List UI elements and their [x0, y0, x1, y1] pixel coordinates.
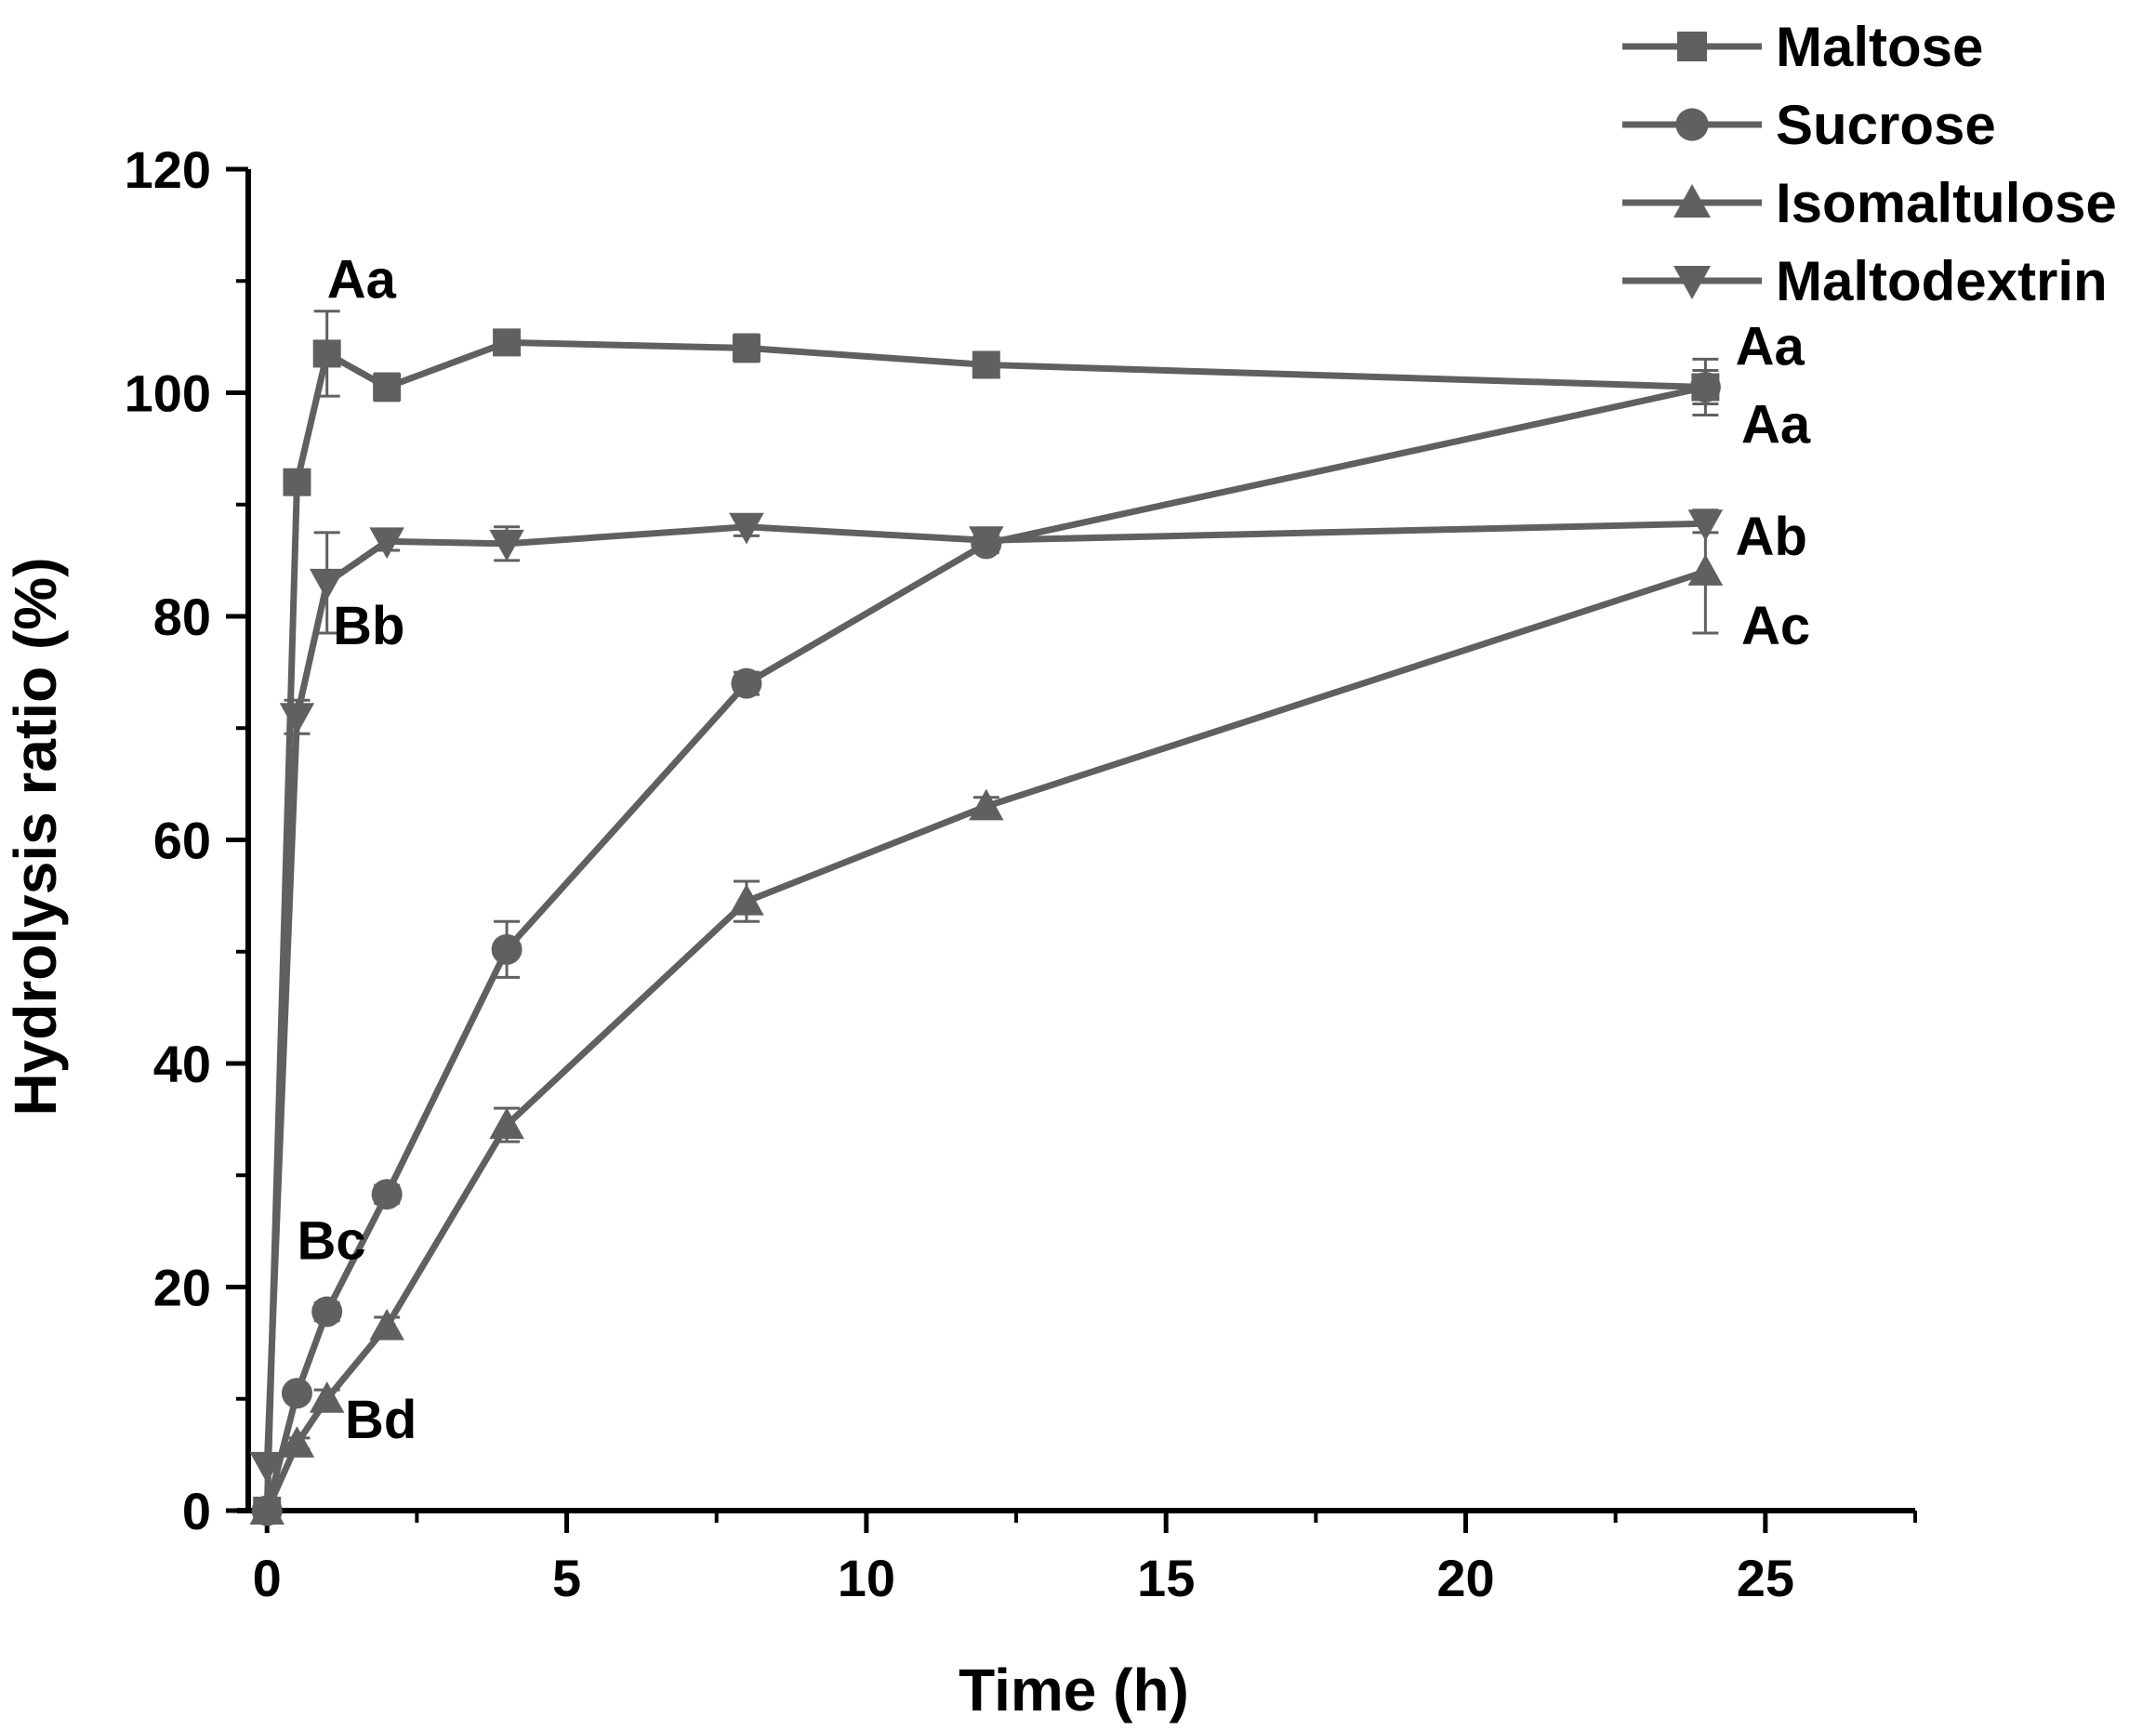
legend-marker-maltose	[1677, 32, 1707, 61]
y-axis-title: Hydrolysis ratio (%)	[2, 557, 69, 1116]
data-point-maltose	[972, 350, 1000, 379]
data-point-isomaltulose	[969, 788, 1004, 821]
y-tick-label: 40	[153, 1035, 211, 1093]
legend-item-maltodextrin: Maltodextrin	[1622, 250, 2108, 312]
data-point-maltodextrin	[489, 529, 524, 561]
data-point-maltose	[283, 468, 311, 496]
y-tick-label: 120	[125, 140, 211, 199]
x-tick-label: 0	[253, 1549, 282, 1607]
data-point-maltodextrin	[729, 512, 764, 545]
legend-label-maltodextrin: Maltodextrin	[1776, 250, 2108, 312]
x-tick-label: 25	[1737, 1549, 1794, 1607]
significance-label: Bc	[297, 1210, 365, 1271]
significance-label: Aa	[1736, 316, 1805, 376]
data-point-isomaltulose	[489, 1107, 524, 1140]
significance-label: Aa	[1741, 395, 1811, 456]
x-tick-label: 10	[838, 1549, 895, 1607]
legend-label-isomaltulose: Isomaltulose	[1776, 172, 2117, 234]
data-point-sucrose	[281, 1378, 312, 1409]
legend-item-sucrose: Sucrose	[1622, 94, 1996, 156]
significance-label: Ab	[1736, 507, 1807, 567]
series-line-maltodextrin	[263, 520, 1706, 1467]
data-point-maltodextrin	[279, 703, 315, 734]
series-isomaltulose	[249, 508, 1724, 1525]
data-point-isomaltulose	[309, 1381, 345, 1413]
significance-label: Ac	[1741, 596, 1810, 656]
data-point-sucrose	[371, 1179, 403, 1210]
series-line-maltose	[263, 338, 1706, 1512]
series-maltodextrin	[249, 509, 1724, 1484]
legend-item-isomaltulose: Isomaltulose	[1622, 172, 2117, 234]
y-tick-label: 100	[125, 364, 211, 423]
series-layer	[249, 310, 1724, 1526]
significance-label: Aa	[327, 249, 397, 310]
significance-label: Bb	[333, 596, 404, 656]
data-point-isomaltulose	[279, 1426, 315, 1458]
data-point-sucrose	[491, 933, 522, 965]
data-point-maltodextrin	[249, 1451, 284, 1484]
y-tick-label: 60	[153, 812, 211, 870]
data-point-sucrose	[731, 667, 762, 699]
data-point-maltodextrin	[369, 527, 404, 560]
annotations: Aa Bb Bc Bd Aa Aa Ab Ac	[297, 249, 1810, 1450]
data-point-maltodextrin	[309, 568, 345, 601]
y-tick-label: 20	[153, 1259, 211, 1317]
data-point-isomaltulose	[729, 883, 764, 916]
x-tick-label: 5	[552, 1549, 581, 1607]
legend-marker-maltodextrin	[1673, 266, 1711, 299]
data-point-maltodextrin	[1687, 509, 1724, 541]
data-point-maltose	[493, 328, 522, 357]
data-point-isomaltulose	[1687, 554, 1724, 586]
legend-label-maltose: Maltose	[1776, 16, 1983, 78]
legend-item-maltose: Maltose	[1622, 16, 1983, 78]
legend-label-sucrose: Sucrose	[1776, 94, 1996, 156]
data-point-sucrose	[1689, 371, 1721, 403]
significance-label: Bd	[345, 1390, 417, 1450]
data-point-maltose	[312, 339, 341, 368]
legend-marker-sucrose	[1675, 108, 1709, 141]
series-line-isomaltulose	[264, 568, 1707, 1512]
data-point-isomaltulose	[369, 1308, 404, 1340]
series-maltose	[253, 310, 1720, 1525]
x-axis-title: Time (h)	[959, 1657, 1189, 1723]
y-tick-label: 80	[153, 588, 211, 646]
data-point-maltodextrin	[969, 526, 1004, 558]
data-point-maltose	[732, 334, 761, 363]
x-tick-label: 20	[1436, 1549, 1494, 1607]
data-point-isomaltulose	[249, 1493, 284, 1525]
data-point-maltose	[373, 373, 402, 402]
legend-marker-isomaltulose	[1673, 184, 1711, 218]
y-tick-label: 0	[182, 1482, 211, 1540]
legend: Maltose Sucrose Isomaltulose Maltodextrin	[1622, 16, 2117, 312]
x-tick-label: 15	[1137, 1549, 1195, 1607]
axes: 0 5 10 15 20 25 0 20 40 60 80 100 120	[125, 140, 1917, 1607]
data-point-sucrose	[311, 1296, 343, 1327]
